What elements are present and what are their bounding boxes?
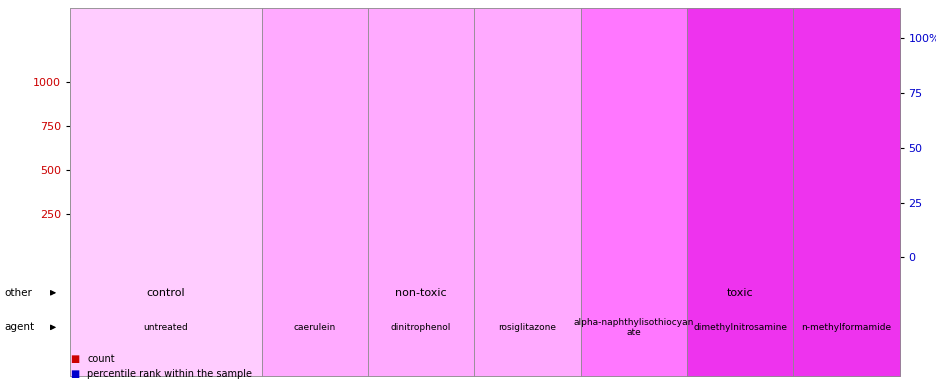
Bar bbox=[709, 184, 723, 257]
Text: non-toxic: non-toxic bbox=[395, 288, 446, 298]
Bar bbox=[751, 182, 765, 257]
Bar bbox=[793, 184, 807, 257]
Text: caerulein: caerulein bbox=[293, 323, 336, 332]
Bar bbox=[519, 180, 534, 257]
Bar bbox=[267, 172, 282, 257]
Bar bbox=[856, 180, 870, 257]
Text: n-methylformamide: n-methylformamide bbox=[800, 323, 890, 332]
Text: ■: ■ bbox=[70, 369, 80, 379]
Bar bbox=[329, 184, 344, 257]
Bar bbox=[645, 107, 660, 257]
Bar bbox=[603, 122, 618, 257]
Bar bbox=[183, 170, 197, 257]
Bar bbox=[729, 152, 744, 257]
Bar bbox=[561, 168, 576, 257]
Bar bbox=[78, 135, 93, 257]
Text: dimethylnitrosamine: dimethylnitrosamine bbox=[693, 323, 786, 332]
Bar bbox=[372, 196, 387, 257]
Bar bbox=[120, 147, 135, 257]
Text: other: other bbox=[5, 288, 33, 298]
Bar bbox=[813, 152, 828, 257]
Text: rosiglitazone: rosiglitazone bbox=[498, 323, 556, 332]
Bar bbox=[456, 182, 471, 257]
Bar bbox=[140, 86, 155, 257]
Bar bbox=[477, 185, 491, 257]
Bar bbox=[98, 154, 113, 257]
Bar bbox=[204, 154, 218, 257]
Bar bbox=[309, 189, 324, 257]
Text: agent: agent bbox=[5, 322, 35, 333]
Bar bbox=[246, 189, 260, 257]
Bar bbox=[435, 142, 449, 257]
Bar bbox=[834, 122, 849, 257]
Bar bbox=[666, 56, 681, 257]
Text: count: count bbox=[87, 354, 114, 364]
Bar bbox=[287, 170, 302, 257]
Bar bbox=[225, 182, 240, 257]
Bar bbox=[414, 207, 429, 257]
Bar bbox=[624, 156, 639, 257]
Text: untreated: untreated bbox=[143, 323, 188, 332]
Text: toxic: toxic bbox=[726, 288, 753, 298]
Text: percentile rank within the sample: percentile rank within the sample bbox=[87, 369, 252, 379]
Bar bbox=[393, 182, 408, 257]
Text: control: control bbox=[147, 288, 185, 298]
Text: ■: ■ bbox=[70, 354, 80, 364]
Text: GDS2261 / 1399039_at: GDS2261 / 1399039_at bbox=[70, 24, 220, 37]
Bar bbox=[498, 119, 513, 257]
Text: alpha-naphthylisothiocyan
ate: alpha-naphthylisothiocyan ate bbox=[573, 318, 694, 337]
Bar bbox=[582, 110, 597, 257]
Bar bbox=[162, 184, 176, 257]
Bar bbox=[876, 200, 891, 257]
Text: dinitrophenol: dinitrophenol bbox=[390, 323, 451, 332]
Bar bbox=[771, 161, 786, 257]
Bar bbox=[687, 138, 702, 257]
Bar bbox=[540, 170, 555, 257]
Bar bbox=[351, 145, 366, 257]
